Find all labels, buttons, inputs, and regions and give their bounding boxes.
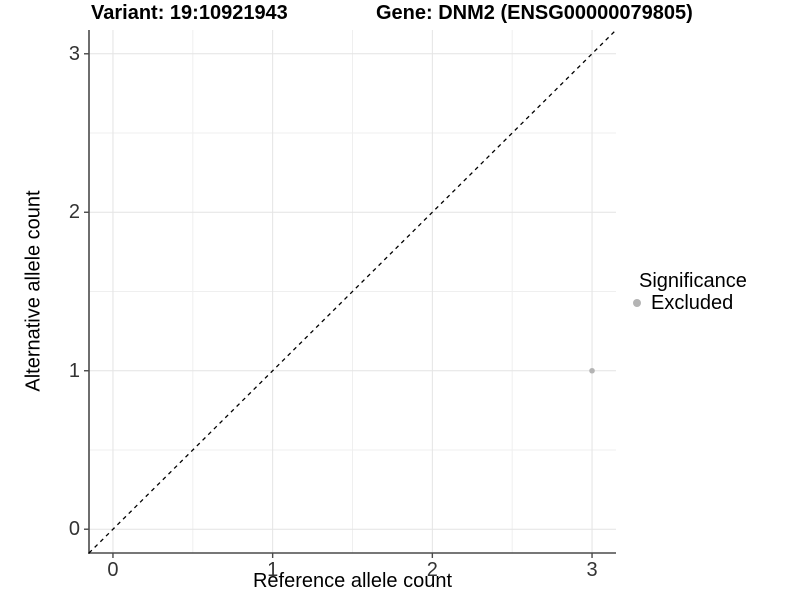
y-tick-label: 3	[68, 42, 80, 65]
legend-point-icon	[633, 299, 641, 307]
legend-item-excluded: Excluded	[626, 293, 747, 313]
x-tick-label: 0	[107, 559, 119, 581]
y-tick-label: 1	[68, 359, 80, 382]
plot-title-variant: Variant: 19:10921943	[91, 2, 288, 24]
identity-dashed-line	[88, 29, 617, 554]
legend: Significance Excluded	[626, 270, 747, 313]
y-tick-label: 0	[68, 518, 80, 541]
x-tick-label: 1	[267, 559, 279, 581]
data-point-excluded	[589, 367, 595, 374]
legend-item-label: Excluded	[651, 292, 734, 314]
x-axis-title: Reference allele count	[252, 570, 452, 592]
plot-title-gene: Gene: DNM2 (ENSG00000079805)	[376, 2, 693, 24]
x-tick-label: 3	[586, 559, 598, 581]
x-tick-label: 2	[426, 559, 438, 581]
legend-title: Significance	[639, 270, 747, 292]
y-tick-label: 2	[68, 201, 80, 224]
